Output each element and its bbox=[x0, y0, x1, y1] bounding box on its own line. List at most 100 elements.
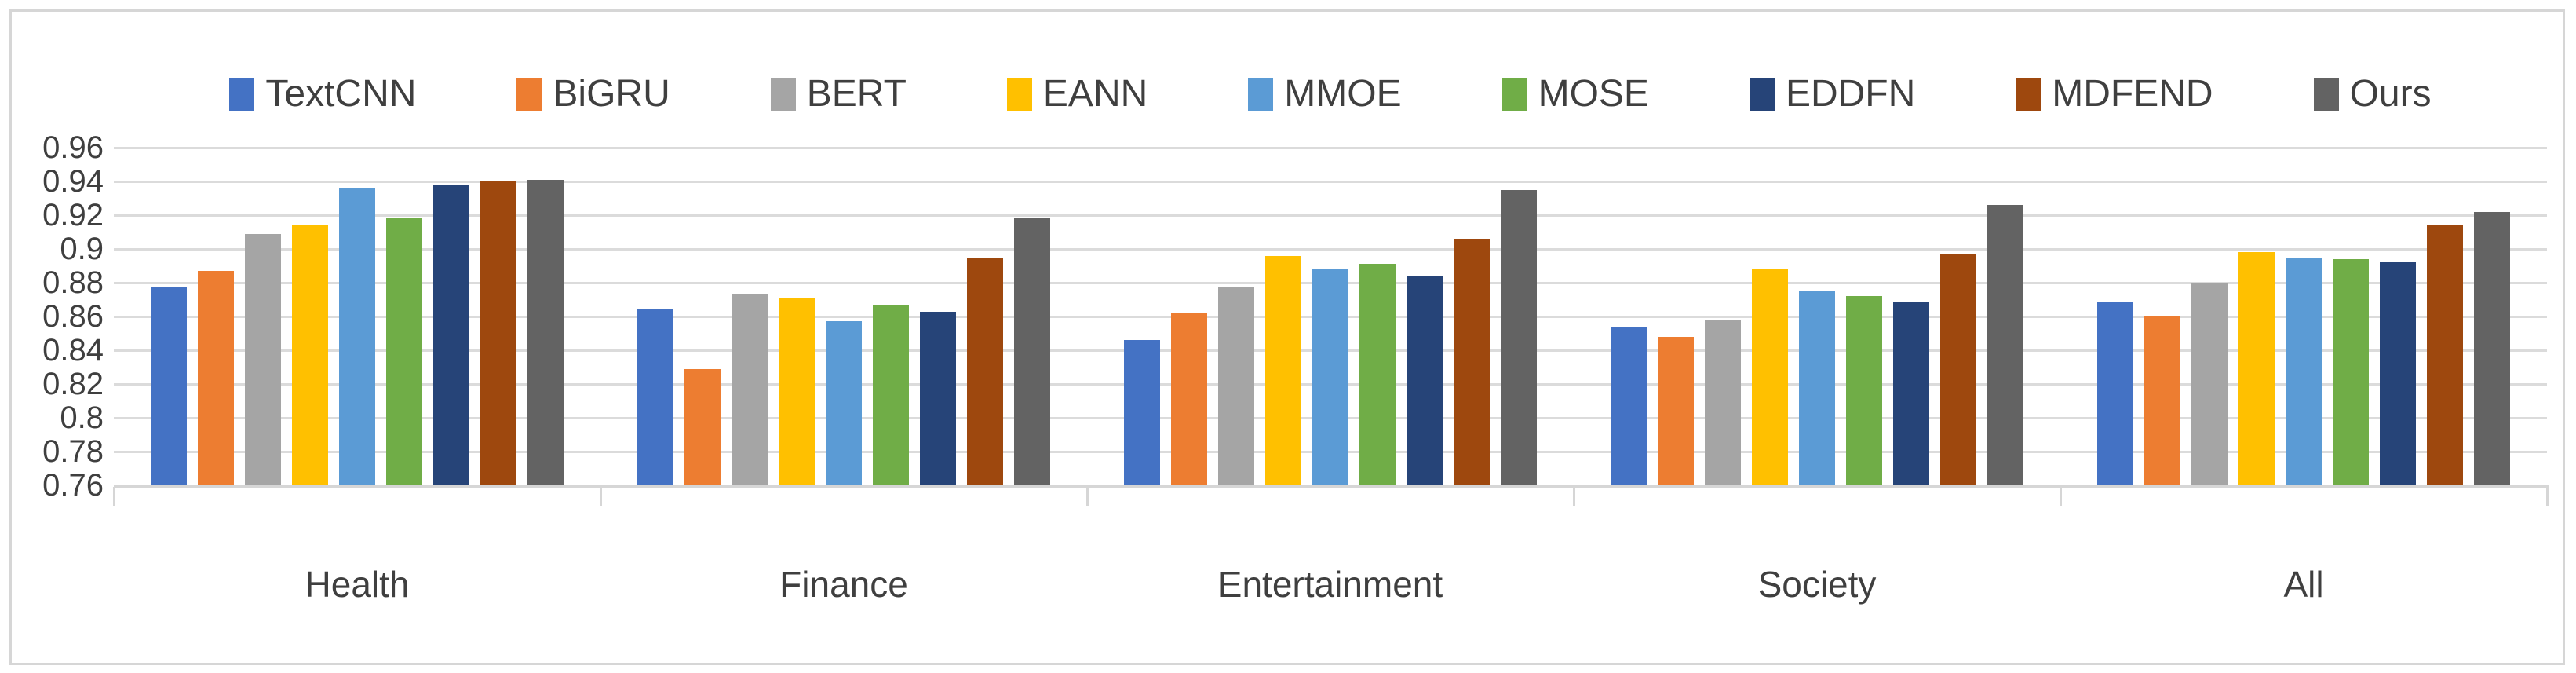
bar-eann-entertainment bbox=[1265, 255, 1301, 485]
legend-color-marker bbox=[516, 78, 542, 111]
bar-textcnn-finance bbox=[637, 309, 673, 485]
bar-eann-health bbox=[292, 225, 328, 485]
bar-eann-finance bbox=[779, 298, 815, 485]
bar-mdfend-all bbox=[2427, 225, 2463, 485]
bar-mose-all bbox=[2333, 258, 2369, 485]
gridline bbox=[114, 247, 2547, 251]
y-axis-tick-label: 0.8 bbox=[60, 401, 104, 435]
y-axis-tick-label: 0.92 bbox=[42, 198, 104, 232]
bar-ours-society bbox=[1987, 205, 2023, 485]
bar-mmoe-entertainment bbox=[1312, 269, 1348, 485]
legend-item-eann: EANN bbox=[1006, 73, 1148, 115]
bar-bigru-finance bbox=[684, 368, 721, 485]
legend-item-mmoe: MMOE bbox=[1248, 73, 1402, 115]
bar-ours-all bbox=[2474, 211, 2510, 485]
legend-color-marker bbox=[770, 78, 796, 111]
bar-group-society bbox=[1574, 148, 2060, 485]
legend-item-mdfend: MDFEND bbox=[2016, 75, 2213, 113]
bar-mdfend-entertainment bbox=[1454, 239, 1490, 485]
legend-color-marker bbox=[1501, 78, 1527, 111]
bar-mose-finance bbox=[873, 304, 909, 485]
bar-mmoe-finance bbox=[826, 321, 862, 485]
legend-item-eddfn: EDDFN bbox=[1749, 75, 1915, 113]
legend-label: MDFEND bbox=[2052, 73, 2213, 115]
legend-color-marker bbox=[1749, 78, 1775, 111]
bar-mmoe-all bbox=[2286, 257, 2322, 485]
x-axis-category-label: All bbox=[2283, 564, 2324, 605]
bar-eann-all bbox=[2238, 252, 2275, 485]
bar-mdfend-society bbox=[1940, 254, 1976, 485]
x-axis-boundary-tick bbox=[2545, 487, 2549, 506]
x-axis-category-label: Society bbox=[1757, 564, 1877, 605]
bar-textcnn-health bbox=[151, 287, 187, 485]
bar-eddfn-society bbox=[1893, 301, 1929, 485]
chart-legend: TextCNN BiGRU BERT EANN MMOE MOSE EDDFN MDFEND O… bbox=[114, 66, 2547, 123]
bar-bert-health bbox=[245, 233, 281, 485]
y-axis-tick-label: 0.94 bbox=[42, 164, 104, 199]
bar-group-entertainment bbox=[1087, 148, 1574, 485]
legend-item-bigru: BiGRU bbox=[516, 75, 670, 113]
bar-eddfn-entertainment bbox=[1407, 276, 1443, 485]
legend-item-ours: Ours bbox=[2313, 73, 2432, 115]
y-axis-tick-label: 0.78 bbox=[42, 434, 104, 469]
y-axis-tick-label: 0.96 bbox=[42, 130, 104, 165]
legend-color-marker bbox=[1006, 78, 1032, 111]
gridline bbox=[114, 146, 2547, 149]
bar-eann-society bbox=[1752, 269, 1788, 485]
gridline bbox=[114, 180, 2547, 183]
bar-eddfn-health bbox=[433, 185, 469, 485]
bar-mdfend-health bbox=[480, 181, 516, 485]
bar-textcnn-all bbox=[2097, 301, 2133, 485]
bar-ours-health bbox=[527, 179, 564, 485]
legend-color-marker bbox=[2016, 78, 2041, 111]
bar-mose-health bbox=[386, 218, 422, 485]
legend-label: TextCNN bbox=[265, 73, 417, 115]
bar-bigru-society bbox=[1658, 336, 1694, 485]
gridline bbox=[114, 214, 2547, 217]
y-axis-tick-label: 0.82 bbox=[42, 367, 104, 401]
legend-label: EANN bbox=[1042, 73, 1148, 115]
legend-color-marker bbox=[2313, 78, 2339, 111]
legend-label: BERT bbox=[806, 73, 907, 115]
bar-group-all bbox=[2060, 148, 2547, 485]
bar-bert-entertainment bbox=[1218, 287, 1254, 485]
bar-mmoe-health bbox=[339, 188, 375, 485]
x-axis-boundary-tick bbox=[599, 487, 602, 506]
bar-mose-society bbox=[1846, 296, 1882, 485]
legend-label: Ours bbox=[2349, 73, 2432, 115]
x-axis-boundary-tick bbox=[112, 487, 115, 506]
bar-bert-finance bbox=[732, 294, 768, 485]
bar-mmoe-society bbox=[1799, 291, 1835, 485]
bar-bigru-entertainment bbox=[1171, 313, 1207, 485]
y-axis-tick-label: 0.88 bbox=[42, 265, 104, 300]
legend-item-bert: BERT bbox=[770, 73, 907, 115]
y-axis-tick-label: 0.9 bbox=[60, 232, 104, 266]
bar-ours-entertainment bbox=[1501, 189, 1537, 485]
y-axis-tick-label: 0.76 bbox=[42, 468, 104, 503]
legend-color-marker bbox=[1248, 78, 1274, 111]
legend-item-mose: MOSE bbox=[1501, 75, 1649, 113]
bar-group-health bbox=[114, 148, 600, 485]
y-axis-tick-label: 0.84 bbox=[42, 333, 104, 368]
bar-eddfn-all bbox=[2380, 262, 2416, 485]
legend-item-textcnn: TextCNN bbox=[229, 75, 416, 113]
bar-textcnn-entertainment bbox=[1124, 340, 1160, 485]
legend-label: BiGRU bbox=[553, 73, 670, 115]
bar-bigru-health bbox=[198, 270, 234, 485]
x-axis-boundary-tick bbox=[2059, 487, 2062, 506]
bar-textcnn-society bbox=[1611, 326, 1647, 485]
x-axis-category-label: Entertainment bbox=[1217, 564, 1443, 605]
bar-mdfend-finance bbox=[967, 257, 1003, 485]
bar-bigru-all bbox=[2144, 316, 2180, 485]
x-axis-line bbox=[114, 485, 2549, 488]
legend-color-marker bbox=[229, 78, 255, 111]
bar-group-finance bbox=[600, 148, 1087, 485]
legend-label: MMOE bbox=[1284, 73, 1402, 115]
bar-bert-all bbox=[2191, 283, 2228, 485]
bar-eddfn-finance bbox=[920, 311, 956, 485]
x-axis-category-label: Health bbox=[305, 564, 410, 605]
x-axis-category-label: Finance bbox=[779, 564, 908, 605]
bar-bert-society bbox=[1705, 320, 1741, 485]
bar-mose-entertainment bbox=[1359, 264, 1396, 485]
bar-ours-finance bbox=[1014, 218, 1050, 485]
